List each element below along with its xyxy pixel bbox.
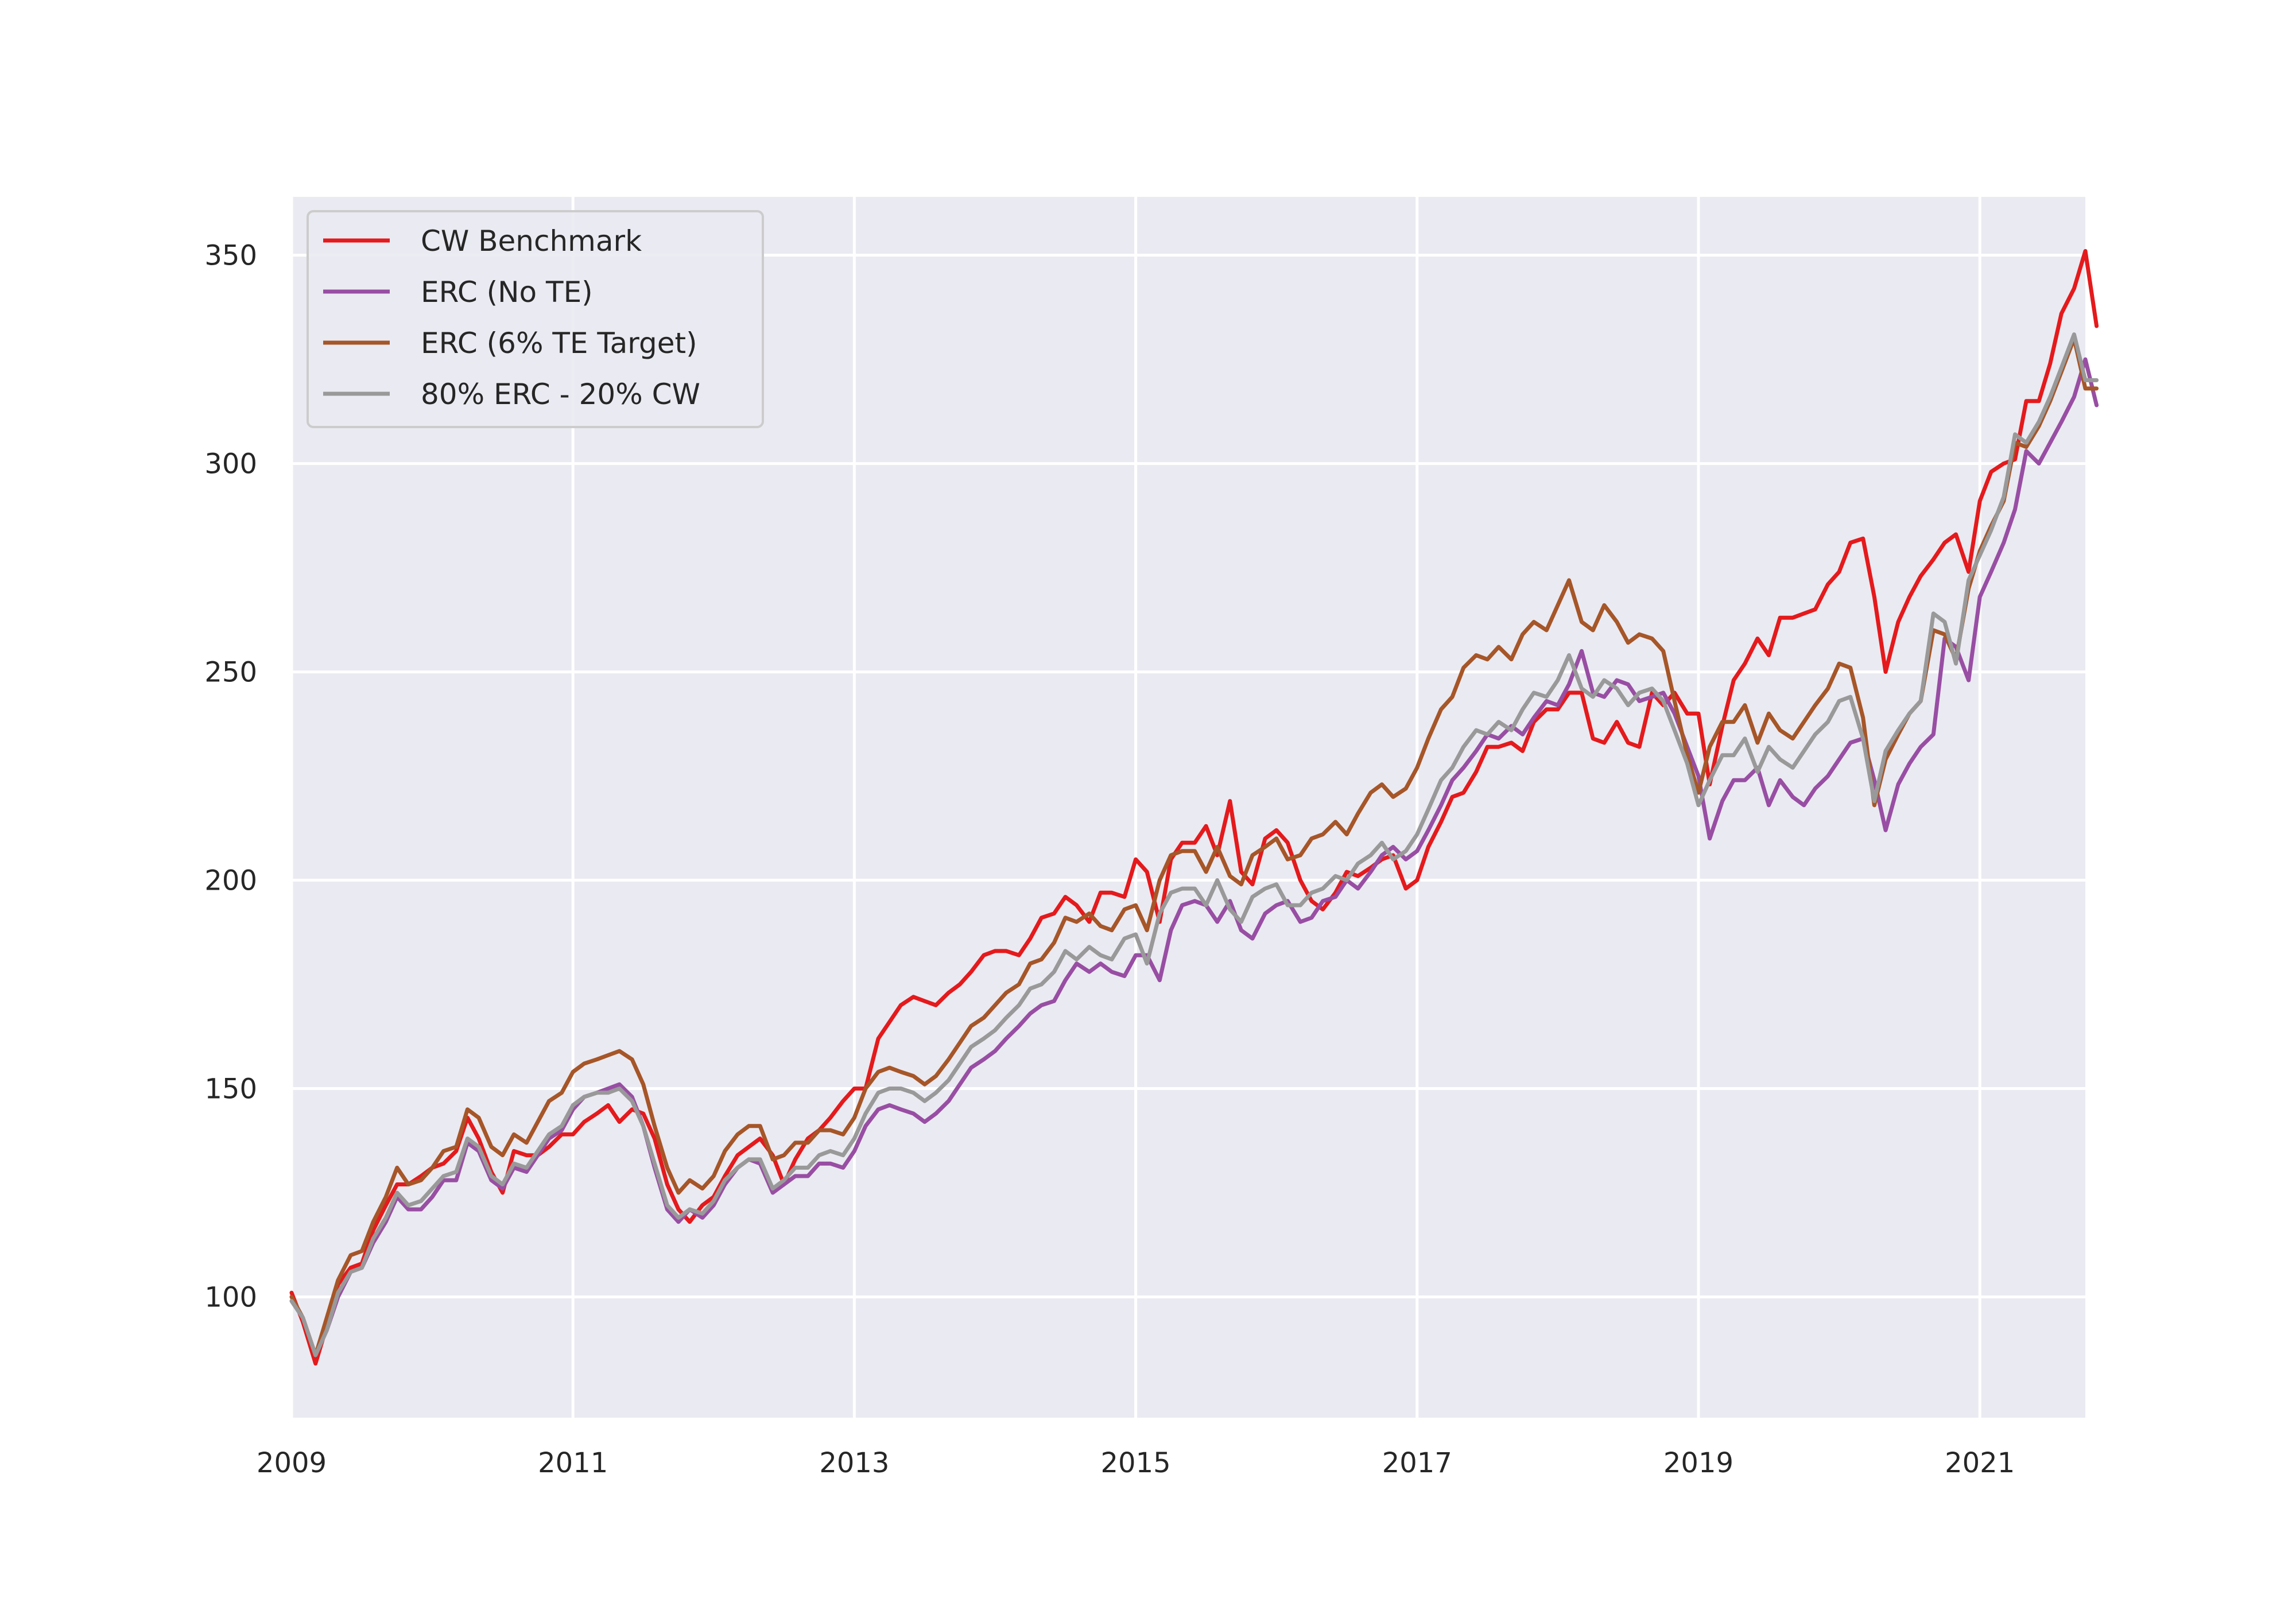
y-tick-label: 150 bbox=[204, 1073, 257, 1105]
y-tick-labels: 100 150 200 250 300 350 bbox=[204, 240, 257, 1314]
series-line-cw-benchmark bbox=[289, 249, 2099, 1366]
x-tick-label: 2011 bbox=[538, 1447, 608, 1479]
legend-label-cw-benchmark: CW Benchmark bbox=[421, 224, 642, 258]
x-tick-label: 2015 bbox=[1101, 1447, 1171, 1479]
y-tick-label: 350 bbox=[204, 240, 257, 272]
legend: CW Benchmark ERC (No TE) ERC (6% TE Targ… bbox=[307, 210, 764, 428]
x-tick-labels: 2009 2011 2013 2015 2017 2019 2021 bbox=[257, 1447, 2015, 1479]
series-line-80-erc-20-cw bbox=[289, 332, 2099, 1357]
x-tick-label: 2021 bbox=[1945, 1447, 2015, 1479]
x-tick-label: 2013 bbox=[819, 1447, 889, 1479]
series-lines bbox=[289, 249, 2099, 1366]
x-tick-label: 2009 bbox=[257, 1447, 327, 1479]
y-tick-label: 200 bbox=[204, 865, 257, 897]
y-tick-label: 100 bbox=[204, 1281, 257, 1313]
y-tick-label: 300 bbox=[204, 448, 257, 480]
legend-label-erc-6pct-te: ERC (6% TE Target) bbox=[421, 327, 697, 360]
legend-label-erc-no-te: ERC (No TE) bbox=[421, 276, 593, 309]
legend-label-80-20-blend: 80% ERC - 20% CW bbox=[421, 378, 700, 411]
y-tick-label: 250 bbox=[204, 657, 257, 689]
y-gridlines bbox=[292, 254, 2085, 1298]
x-tick-label: 2019 bbox=[1663, 1447, 1733, 1479]
legend-box bbox=[307, 210, 764, 428]
x-tick-label: 2017 bbox=[1382, 1447, 1452, 1479]
series-line-erc-6-te-target bbox=[289, 336, 2099, 1357]
